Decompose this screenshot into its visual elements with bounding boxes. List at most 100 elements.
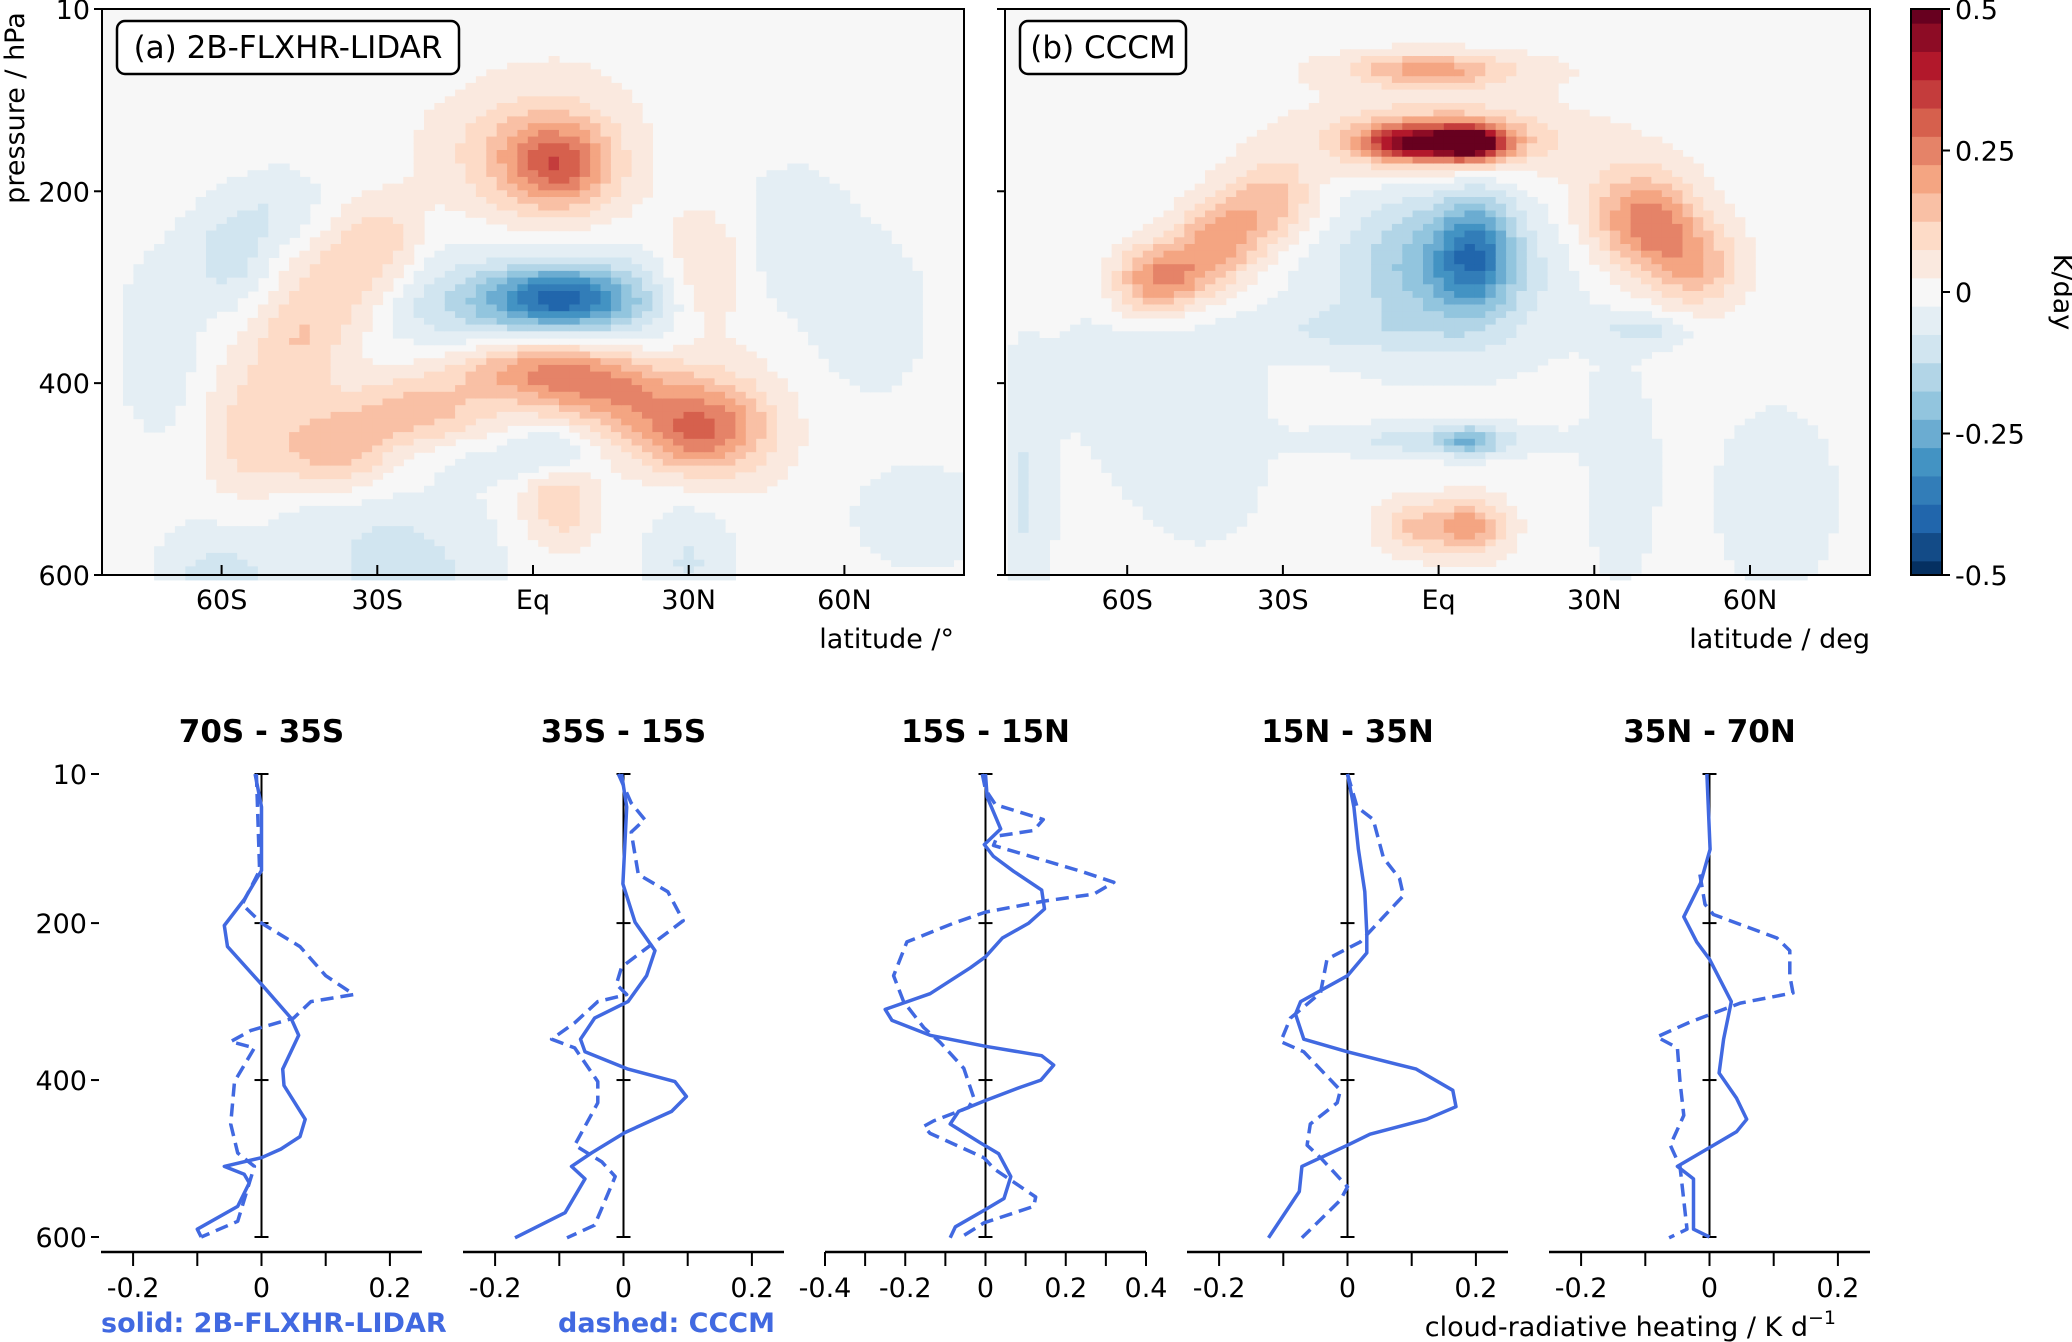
heatmap-cell: [1277, 358, 1289, 366]
heatmap-cell: [642, 291, 653, 299]
heatmap-cell: [382, 190, 394, 198]
heatmap-cell: [808, 190, 820, 198]
heatmap-cell: [1184, 405, 1196, 413]
heatmap-cell: [475, 526, 487, 534]
heatmap-cell: [787, 170, 799, 178]
heatmap-cell: [372, 458, 384, 467]
heatmap-cell: [662, 364, 674, 373]
heatmap-cell: [1350, 452, 1362, 460]
heatmap-cell: [652, 311, 664, 319]
heatmap-cell: [1277, 291, 1289, 299]
heatmap-cell: [1350, 49, 1362, 57]
heatmap-cell: [756, 472, 768, 480]
heatmap-cell: [1132, 405, 1144, 413]
heatmap-cell: [309, 532, 321, 541]
heatmap-cell: [1236, 371, 1248, 379]
heatmap-cell: [247, 485, 259, 494]
heatmap-cell: [527, 223, 539, 232]
heatmap-cell: [257, 250, 269, 258]
heatmap-cell: [237, 539, 249, 547]
heatmap-cell: [621, 391, 633, 400]
heatmap-cell: [590, 492, 602, 500]
heatmap-cell: [206, 391, 217, 400]
heatmap-cell: [1277, 116, 1289, 124]
heatmap-cell: [1267, 143, 1279, 151]
heatmap-cell: [735, 351, 747, 359]
heatmap-cell: [216, 418, 228, 426]
heatmap-cell: [351, 324, 363, 332]
heatmap-cell: [372, 257, 384, 265]
heatmap-cell: [1142, 364, 1154, 373]
heatmap-cell: [444, 109, 456, 117]
heatmap-cell: [901, 505, 913, 514]
heatmap-cell: [496, 203, 508, 211]
heatmap-cell: [527, 432, 539, 440]
heatmap-cell: [776, 197, 788, 205]
heatmap-cell: [1122, 479, 1133, 487]
heatmap-cell: [538, 244, 550, 252]
heatmap-cell: [1225, 465, 1237, 473]
heatmap-cell: [776, 291, 788, 299]
heatmap-cell: [507, 411, 519, 420]
heatmap-cell: [496, 546, 508, 554]
heatmap-cell: [299, 405, 311, 413]
heatmap-cell: [1256, 170, 1268, 178]
heatmap-cell: [1277, 223, 1289, 232]
heatmap-cell: [289, 210, 301, 218]
heatmap-cell: [1122, 405, 1133, 413]
heatmap-cell: [901, 479, 913, 487]
heatmap-cell: [465, 452, 477, 460]
heatmap-cell: [756, 210, 768, 218]
heatmap-cell: [1132, 371, 1144, 379]
heatmap-cell: [1205, 499, 1216, 507]
heatmap-cell: [174, 331, 186, 339]
heatmap-cell: [1215, 405, 1227, 413]
heatmap-cell: [714, 398, 726, 406]
heatmap-cell: [372, 297, 384, 306]
heatmap-cell: [1153, 405, 1165, 413]
heatmap-cell: [891, 317, 903, 326]
heatmap-cell: [413, 338, 425, 346]
heatmap-cell: [631, 143, 643, 151]
heatmap-cell: [475, 123, 487, 131]
heatmap-cell: [1277, 183, 1289, 191]
heatmap-cell: [185, 324, 197, 332]
heatmap-cell: [123, 378, 134, 386]
heatmap-cell: [143, 358, 155, 366]
heatmap-cell: [123, 311, 134, 319]
heatmap-cell: [569, 485, 581, 494]
heatmap-cell: [642, 156, 653, 164]
heatmap-cell: [787, 203, 799, 211]
heatmap-cell: [1153, 244, 1165, 252]
heatmap-cell: [839, 331, 851, 339]
heatmap-cell: [621, 472, 633, 480]
heatmap-cell: [133, 311, 145, 319]
heatmap-cell: [475, 82, 487, 91]
heatmap-cell: [579, 163, 591, 171]
heatmap-cell: [413, 304, 425, 312]
heatmap-cell: [1007, 452, 1019, 460]
heatmap-cell: [392, 264, 404, 272]
heatmap-cell: [642, 405, 653, 413]
heatmap-cell: [496, 311, 508, 319]
heatmap-cell: [1059, 385, 1071, 393]
heatmap-cell: [621, 344, 633, 353]
heatmap-cell: [1018, 546, 1030, 554]
heatmap-cell: [174, 244, 186, 252]
heatmap-cell: [1142, 479, 1154, 487]
heatmap-cell: [704, 230, 716, 238]
heatmap-cell: [1246, 163, 1258, 171]
heatmap-cell: [475, 505, 487, 514]
heatmap-cell: [475, 143, 487, 151]
heatmap-cell: [475, 136, 487, 144]
heatmap-cell: [278, 197, 290, 205]
heatmap-cell: [662, 277, 674, 285]
heatmap-cell: [154, 411, 166, 420]
heatmap-cell: [434, 103, 446, 111]
heatmap-cell: [320, 264, 332, 272]
heatmap-cell: [330, 512, 342, 520]
heatmap-cell: [610, 458, 622, 467]
heatmap-cell: [559, 398, 570, 406]
heatmap-cell: [486, 123, 498, 131]
heatmap-cell: [1360, 123, 1372, 131]
